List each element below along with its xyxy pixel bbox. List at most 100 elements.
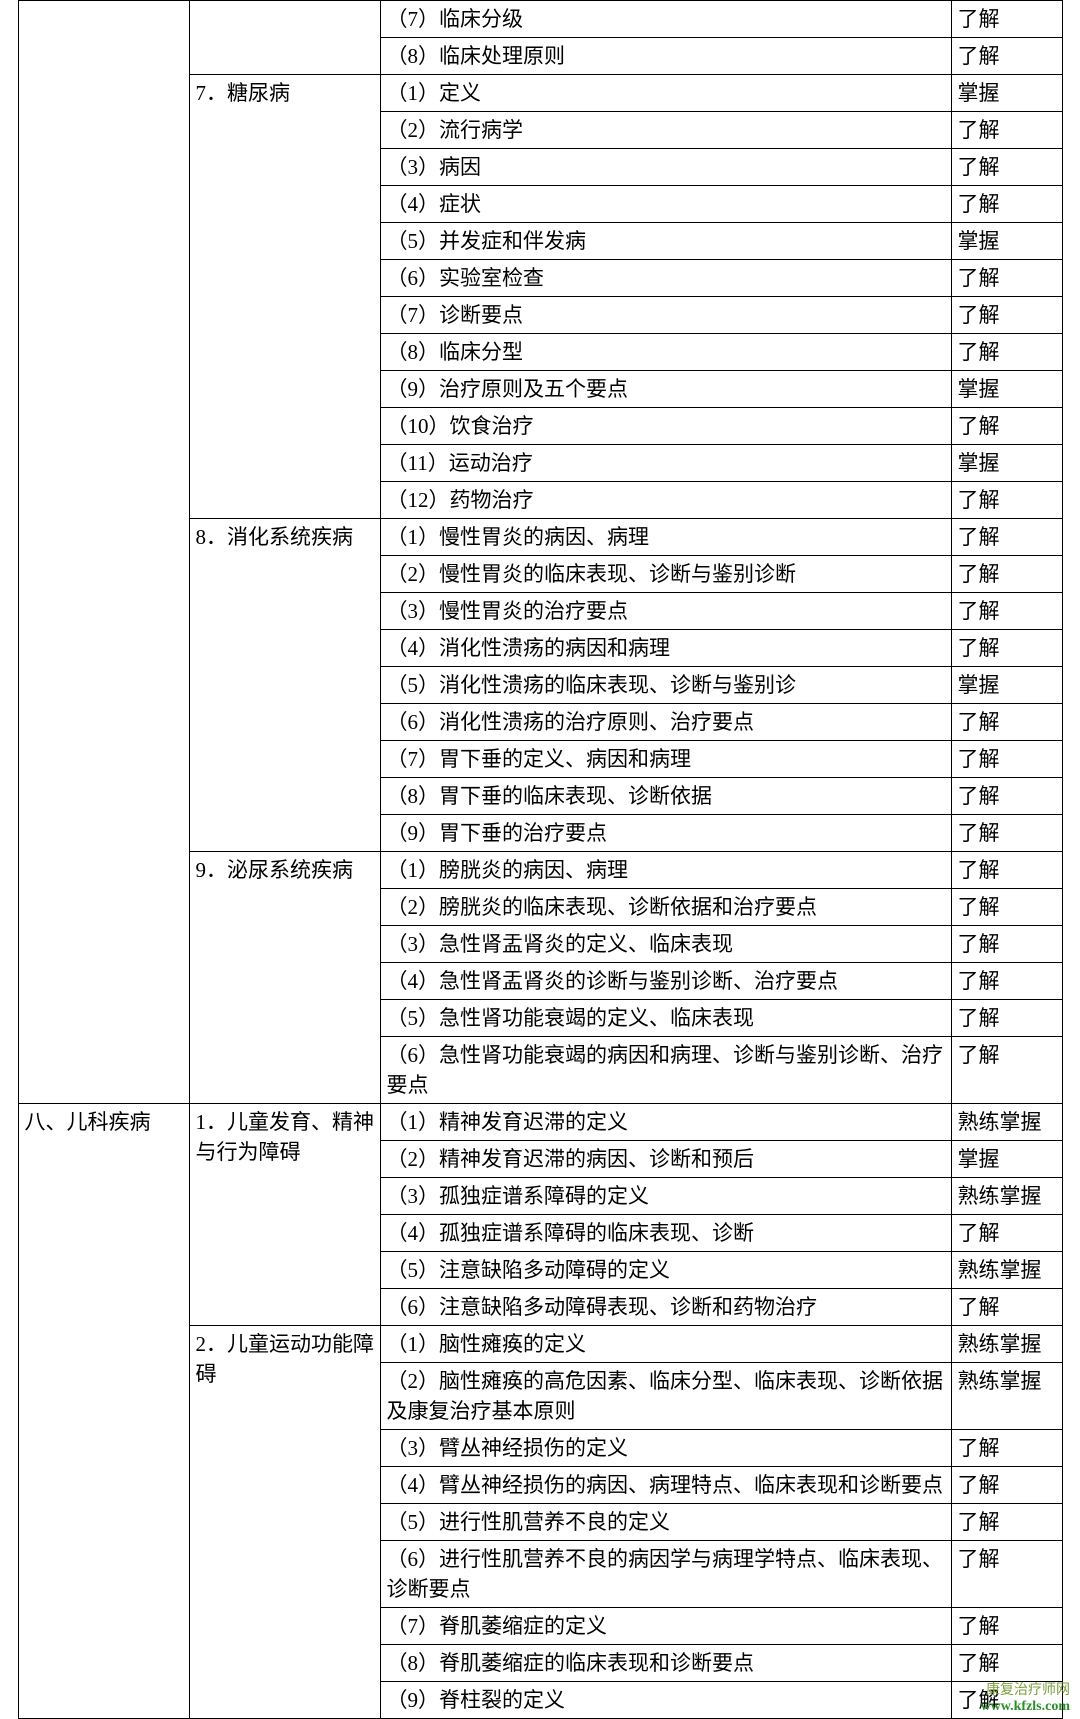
mastery-cell: 了解 xyxy=(951,334,1062,371)
table-row: 八、儿科疾病1．儿童发育、精神与行为障碍（1）精神发育迟滞的定义熟练掌握 xyxy=(18,1104,1062,1141)
item-cell: （6）消化性溃疡的治疗原则、治疗要点 xyxy=(380,704,951,741)
mastery-cell: 了解 xyxy=(951,1000,1062,1037)
topic-cell: 8．消化系统疾病 xyxy=(189,519,380,852)
item-cell: （3）病因 xyxy=(380,149,951,186)
mastery-cell: 了解 xyxy=(951,852,1062,889)
item-cell: （2）精神发育迟滞的病因、诊断和预后 xyxy=(380,1141,951,1178)
item-cell: （5）急性肾功能衰竭的定义、临床表现 xyxy=(380,1000,951,1037)
major-section-cell xyxy=(18,1,189,1104)
item-cell: （5）注意缺陷多动障碍的定义 xyxy=(380,1252,951,1289)
mastery-cell: 了解 xyxy=(951,149,1062,186)
mastery-cell: 了解 xyxy=(951,815,1062,852)
mastery-cell: 了解 xyxy=(951,1,1062,38)
item-cell: （2）膀胱炎的临床表现、诊断依据和治疗要点 xyxy=(380,889,951,926)
item-cell: （8）临床处理原则 xyxy=(380,38,951,75)
mastery-cell: 熟练掌握 xyxy=(951,1178,1062,1215)
mastery-cell: 掌握 xyxy=(951,1141,1062,1178)
item-cell: （1）脑性瘫痪的定义 xyxy=(380,1326,951,1363)
item-cell: （7）诊断要点 xyxy=(380,297,951,334)
mastery-cell: 掌握 xyxy=(951,371,1062,408)
item-cell: （5）并发症和伴发病 xyxy=(380,223,951,260)
item-cell: （5）消化性溃疡的临床表现、诊断与鉴别诊 xyxy=(380,667,951,704)
item-cell: （9）脊柱裂的定义 xyxy=(380,1682,951,1719)
item-cell: （2）流行病学 xyxy=(380,112,951,149)
item-cell: （1）精神发育迟滞的定义 xyxy=(380,1104,951,1141)
topic-cell: 2．儿童运动功能障碍 xyxy=(189,1326,380,1719)
watermark-site-name: 康复治疗师网 xyxy=(986,1683,1070,1698)
mastery-cell: 掌握 xyxy=(951,75,1062,112)
item-cell: （3）慢性胃炎的治疗要点 xyxy=(380,593,951,630)
mastery-cell: 了解 xyxy=(951,741,1062,778)
item-cell: （1）膀胱炎的病因、病理 xyxy=(380,852,951,889)
item-cell: （6）实验室检查 xyxy=(380,260,951,297)
item-cell: （4）急性肾盂肾炎的诊断与鉴别诊断、治疗要点 xyxy=(380,963,951,1000)
item-cell: （3）臂丛神经损伤的定义 xyxy=(380,1430,951,1467)
watermark-url: www.kfzls.com xyxy=(981,1699,1070,1714)
mastery-cell: 了解 xyxy=(951,1289,1062,1326)
mastery-cell: 掌握 xyxy=(951,445,1062,482)
item-cell: （3）孤独症谱系障碍的定义 xyxy=(380,1178,951,1215)
item-cell: （12）药物治疗 xyxy=(380,482,951,519)
mastery-cell: 熟练掌握 xyxy=(951,1104,1062,1141)
mastery-cell: 了解 xyxy=(951,1504,1062,1541)
mastery-cell: 了解 xyxy=(951,630,1062,667)
topic-cell: 7．糖尿病 xyxy=(189,75,380,519)
mastery-cell: 了解 xyxy=(951,297,1062,334)
item-cell: （8）临床分型 xyxy=(380,334,951,371)
item-cell: （8）胃下垂的临床表现、诊断依据 xyxy=(380,778,951,815)
item-cell: （7）临床分级 xyxy=(380,1,951,38)
mastery-cell: 了解 xyxy=(951,926,1062,963)
mastery-cell: 熟练掌握 xyxy=(951,1252,1062,1289)
syllabus-table-body: （7）临床分级了解（8）临床处理原则了解7．糖尿病（1）定义掌握（2）流行病学了… xyxy=(18,1,1062,1719)
item-cell: （1）定义 xyxy=(380,75,951,112)
mastery-cell: 了解 xyxy=(951,1645,1062,1682)
item-cell: （9）胃下垂的治疗要点 xyxy=(380,815,951,852)
mastery-cell: 了解 xyxy=(951,408,1062,445)
mastery-cell: 了解 xyxy=(951,1037,1062,1104)
item-cell: （11）运动治疗 xyxy=(380,445,951,482)
syllabus-table: （7）临床分级了解（8）临床处理原则了解7．糖尿病（1）定义掌握（2）流行病学了… xyxy=(18,0,1063,1719)
mastery-cell: 了解 xyxy=(951,778,1062,815)
mastery-cell: 了解 xyxy=(951,593,1062,630)
topic-cell: 9．泌尿系统疾病 xyxy=(189,852,380,1104)
watermark: 康复治疗师网 www.kfzls.com xyxy=(981,1683,1070,1715)
item-cell: （1）慢性胃炎的病因、病理 xyxy=(380,519,951,556)
mastery-cell: 了解 xyxy=(951,1215,1062,1252)
mastery-cell: 了解 xyxy=(951,704,1062,741)
item-cell: （2）慢性胃炎的临床表现、诊断与鉴别诊断 xyxy=(380,556,951,593)
item-cell: （2）脑性瘫痪的高危因素、临床分型、临床表现、诊断依据及康复治疗基本原则 xyxy=(380,1363,951,1430)
mastery-cell: 了解 xyxy=(951,1467,1062,1504)
mastery-cell: 了解 xyxy=(951,112,1062,149)
item-cell: （6）急性肾功能衰竭的病因和病理、诊断与鉴别诊断、治疗要点 xyxy=(380,1037,951,1104)
mastery-cell: 了解 xyxy=(951,260,1062,297)
mastery-cell: 了解 xyxy=(951,963,1062,1000)
mastery-cell: 熟练掌握 xyxy=(951,1363,1062,1430)
item-cell: （3）急性肾盂肾炎的定义、临床表现 xyxy=(380,926,951,963)
mastery-cell: 了解 xyxy=(951,186,1062,223)
item-cell: （9）治疗原则及五个要点 xyxy=(380,371,951,408)
mastery-cell: 了解 xyxy=(951,519,1062,556)
page-container: （7）临床分级了解（8）临床处理原则了解7．糖尿病（1）定义掌握（2）流行病学了… xyxy=(0,0,1080,1719)
item-cell: （7）胃下垂的定义、病因和病理 xyxy=(380,741,951,778)
item-cell: （4）症状 xyxy=(380,186,951,223)
mastery-cell: 了解 xyxy=(951,1430,1062,1467)
major-section-cell: 八、儿科疾病 xyxy=(18,1104,189,1719)
item-cell: （7）脊肌萎缩症的定义 xyxy=(380,1608,951,1645)
table-row: （7）临床分级了解 xyxy=(18,1,1062,38)
mastery-cell: 了解 xyxy=(951,556,1062,593)
mastery-cell: 了解 xyxy=(951,38,1062,75)
item-cell: （4）消化性溃疡的病因和病理 xyxy=(380,630,951,667)
topic-cell: 1．儿童发育、精神与行为障碍 xyxy=(189,1104,380,1326)
item-cell: （6）进行性肌营养不良的病因学与病理学特点、临床表现、诊断要点 xyxy=(380,1541,951,1608)
mastery-cell: 了解 xyxy=(951,482,1062,519)
item-cell: （4）臂丛神经损伤的病因、病理特点、临床表现和诊断要点 xyxy=(380,1467,951,1504)
mastery-cell: 掌握 xyxy=(951,667,1062,704)
mastery-cell: 了解 xyxy=(951,1541,1062,1608)
item-cell: （5）进行性肌营养不良的定义 xyxy=(380,1504,951,1541)
item-cell: （6）注意缺陷多动障碍表现、诊断和药物治疗 xyxy=(380,1289,951,1326)
item-cell: （10）饮食治疗 xyxy=(380,408,951,445)
mastery-cell: 掌握 xyxy=(951,223,1062,260)
item-cell: （8）脊肌萎缩症的临床表现和诊断要点 xyxy=(380,1645,951,1682)
mastery-cell: 了解 xyxy=(951,889,1062,926)
item-cell: （4）孤独症谱系障碍的临床表现、诊断 xyxy=(380,1215,951,1252)
